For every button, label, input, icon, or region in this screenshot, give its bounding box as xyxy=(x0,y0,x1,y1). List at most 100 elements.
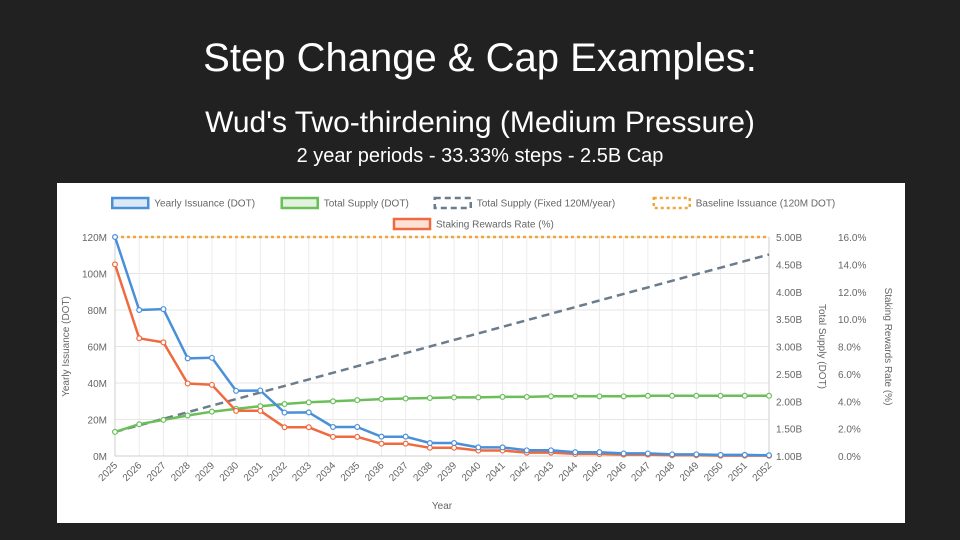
series-point-1 xyxy=(208,408,215,415)
series-point-4 xyxy=(160,339,167,346)
y-right1-tick-label: 2.50B xyxy=(776,370,802,381)
legend-swatch xyxy=(111,196,150,210)
series-point-4 xyxy=(402,440,409,447)
series-point-0 xyxy=(765,452,772,459)
series-line-0 xyxy=(113,236,770,457)
legend-item-1[interactable]: Total Supply (DOT) xyxy=(280,196,409,210)
legend-label: Baseline Issuance (120M DOT) xyxy=(696,199,836,210)
legend-swatch xyxy=(652,196,691,210)
series-point-1 xyxy=(426,394,433,401)
series-point-0 xyxy=(257,387,264,394)
slide-title: Step Change & Cap Examples: xyxy=(203,36,757,80)
x-tick-label: 2031 xyxy=(242,460,266,484)
series-point-0 xyxy=(644,450,651,457)
series-point-0 xyxy=(451,440,458,447)
legend-swatch xyxy=(392,217,432,231)
series-point-1 xyxy=(644,392,651,399)
series-point-4 xyxy=(233,407,240,414)
legend-item-0[interactable]: Yearly Issuance (DOT) xyxy=(111,196,255,210)
series-point-1 xyxy=(717,392,724,399)
x-tick-label: 2047 xyxy=(629,460,653,484)
series-point-4 xyxy=(111,261,118,268)
y-right2-tick-label: 14.0% xyxy=(838,260,866,271)
series-point-1 xyxy=(184,412,191,419)
series-point-4 xyxy=(281,424,288,431)
series-point-1 xyxy=(499,393,506,400)
series-point-4 xyxy=(378,440,385,447)
series-point-1 xyxy=(330,398,337,405)
series-point-1 xyxy=(741,392,748,399)
series-line-2 xyxy=(114,253,770,434)
series-point-0 xyxy=(499,444,506,451)
series-point-4 xyxy=(451,444,458,451)
x-tick-label: 2039 xyxy=(436,460,460,484)
y-left-axis-title: Yearly Issuance (DOT) xyxy=(61,296,72,397)
legend-label: Yearly Issuance (DOT) xyxy=(154,199,255,210)
y-left-tick-label: 0M xyxy=(93,452,107,463)
x-tick-label: 2052 xyxy=(751,460,775,484)
series-point-4 xyxy=(330,433,337,440)
x-tick-label: 2034 xyxy=(315,460,339,484)
series-point-1 xyxy=(669,392,676,399)
series-point-0 xyxy=(548,447,555,454)
y-right1-axis-title: Total Supply (DOT) xyxy=(816,304,827,389)
slide-subsubtitle: 2 year periods - 33.33% steps - 2.5B Cap xyxy=(296,145,664,167)
x-tick-label: 2042 xyxy=(508,460,532,484)
series-point-0 xyxy=(523,447,530,454)
y-right2-tick-label: 2.0% xyxy=(838,425,861,436)
legend-label: Total Supply (Fixed 120M/year) xyxy=(477,199,615,210)
series-point-1 xyxy=(548,393,555,400)
x-tick-label: 2045 xyxy=(581,460,605,484)
legend-label: Total Supply (DOT) xyxy=(324,199,409,210)
x-tick-label: 2035 xyxy=(339,460,363,484)
series-point-1 xyxy=(693,392,700,399)
series-line-1 xyxy=(114,394,769,434)
series-point-1 xyxy=(281,400,288,407)
y-left-tick-label: 100M xyxy=(82,270,107,281)
x-tick-label: 2030 xyxy=(218,460,242,484)
chart-series xyxy=(111,233,772,459)
y-right2-tick-label: 16.0% xyxy=(838,233,866,244)
series-point-1 xyxy=(765,392,772,399)
y-right2-tick-label: 10.0% xyxy=(838,315,866,326)
series-point-1 xyxy=(596,393,603,400)
series-point-0 xyxy=(233,387,240,394)
series-point-0 xyxy=(330,423,337,430)
series-point-4 xyxy=(184,380,191,387)
y-right1-tick-label: 1.50B xyxy=(776,425,802,436)
y-right2-tick-label: 8.0% xyxy=(838,343,861,354)
legend-item-3[interactable]: Baseline Issuance (120M DOT) xyxy=(652,196,836,210)
series-point-1 xyxy=(354,397,361,404)
x-tick-label: 2028 xyxy=(169,460,193,484)
y-left-tick-label: 120M xyxy=(82,233,107,244)
y-right1-tick-label: 2.00B xyxy=(776,397,802,408)
series-point-0 xyxy=(620,450,627,457)
y-right1-tick-label: 4.00B xyxy=(776,288,802,299)
y-right1-tick-label: 3.50B xyxy=(776,315,802,326)
x-axis-title: Year xyxy=(432,501,453,512)
series-point-0 xyxy=(160,306,167,313)
series-point-0 xyxy=(208,354,215,361)
slide-subtitle: Wud's Two-thirdening (Medium Pressure) xyxy=(205,106,755,139)
legend-swatch xyxy=(433,196,472,210)
y-left-tick-label: 40M xyxy=(88,379,107,390)
series-point-0 xyxy=(669,451,676,458)
y-left-tick-label: 80M xyxy=(88,306,107,317)
y-right1-tick-label: 4.50B xyxy=(776,260,802,271)
series-point-4 xyxy=(257,407,264,414)
series-point-1 xyxy=(378,396,385,403)
y-right2-tick-label: 12.0% xyxy=(838,288,866,299)
series-point-1 xyxy=(160,416,167,423)
series-point-0 xyxy=(572,449,579,456)
series-point-0 xyxy=(136,306,143,313)
x-tick-label: 2038 xyxy=(411,460,435,484)
series-point-1 xyxy=(111,428,118,435)
series-point-0 xyxy=(281,409,288,416)
y-left-tick-label: 20M xyxy=(88,416,107,427)
legend-item-4[interactable]: Staking Rewards Rate (%) xyxy=(392,217,554,231)
y-right2-axis-title: Staking Rewards Rate (%) xyxy=(882,288,893,406)
legend-item-2[interactable]: Total Supply (Fixed 120M/year) xyxy=(433,196,615,210)
series-point-0 xyxy=(111,233,118,240)
legend-label: Staking Rewards Rate (%) xyxy=(436,220,554,231)
